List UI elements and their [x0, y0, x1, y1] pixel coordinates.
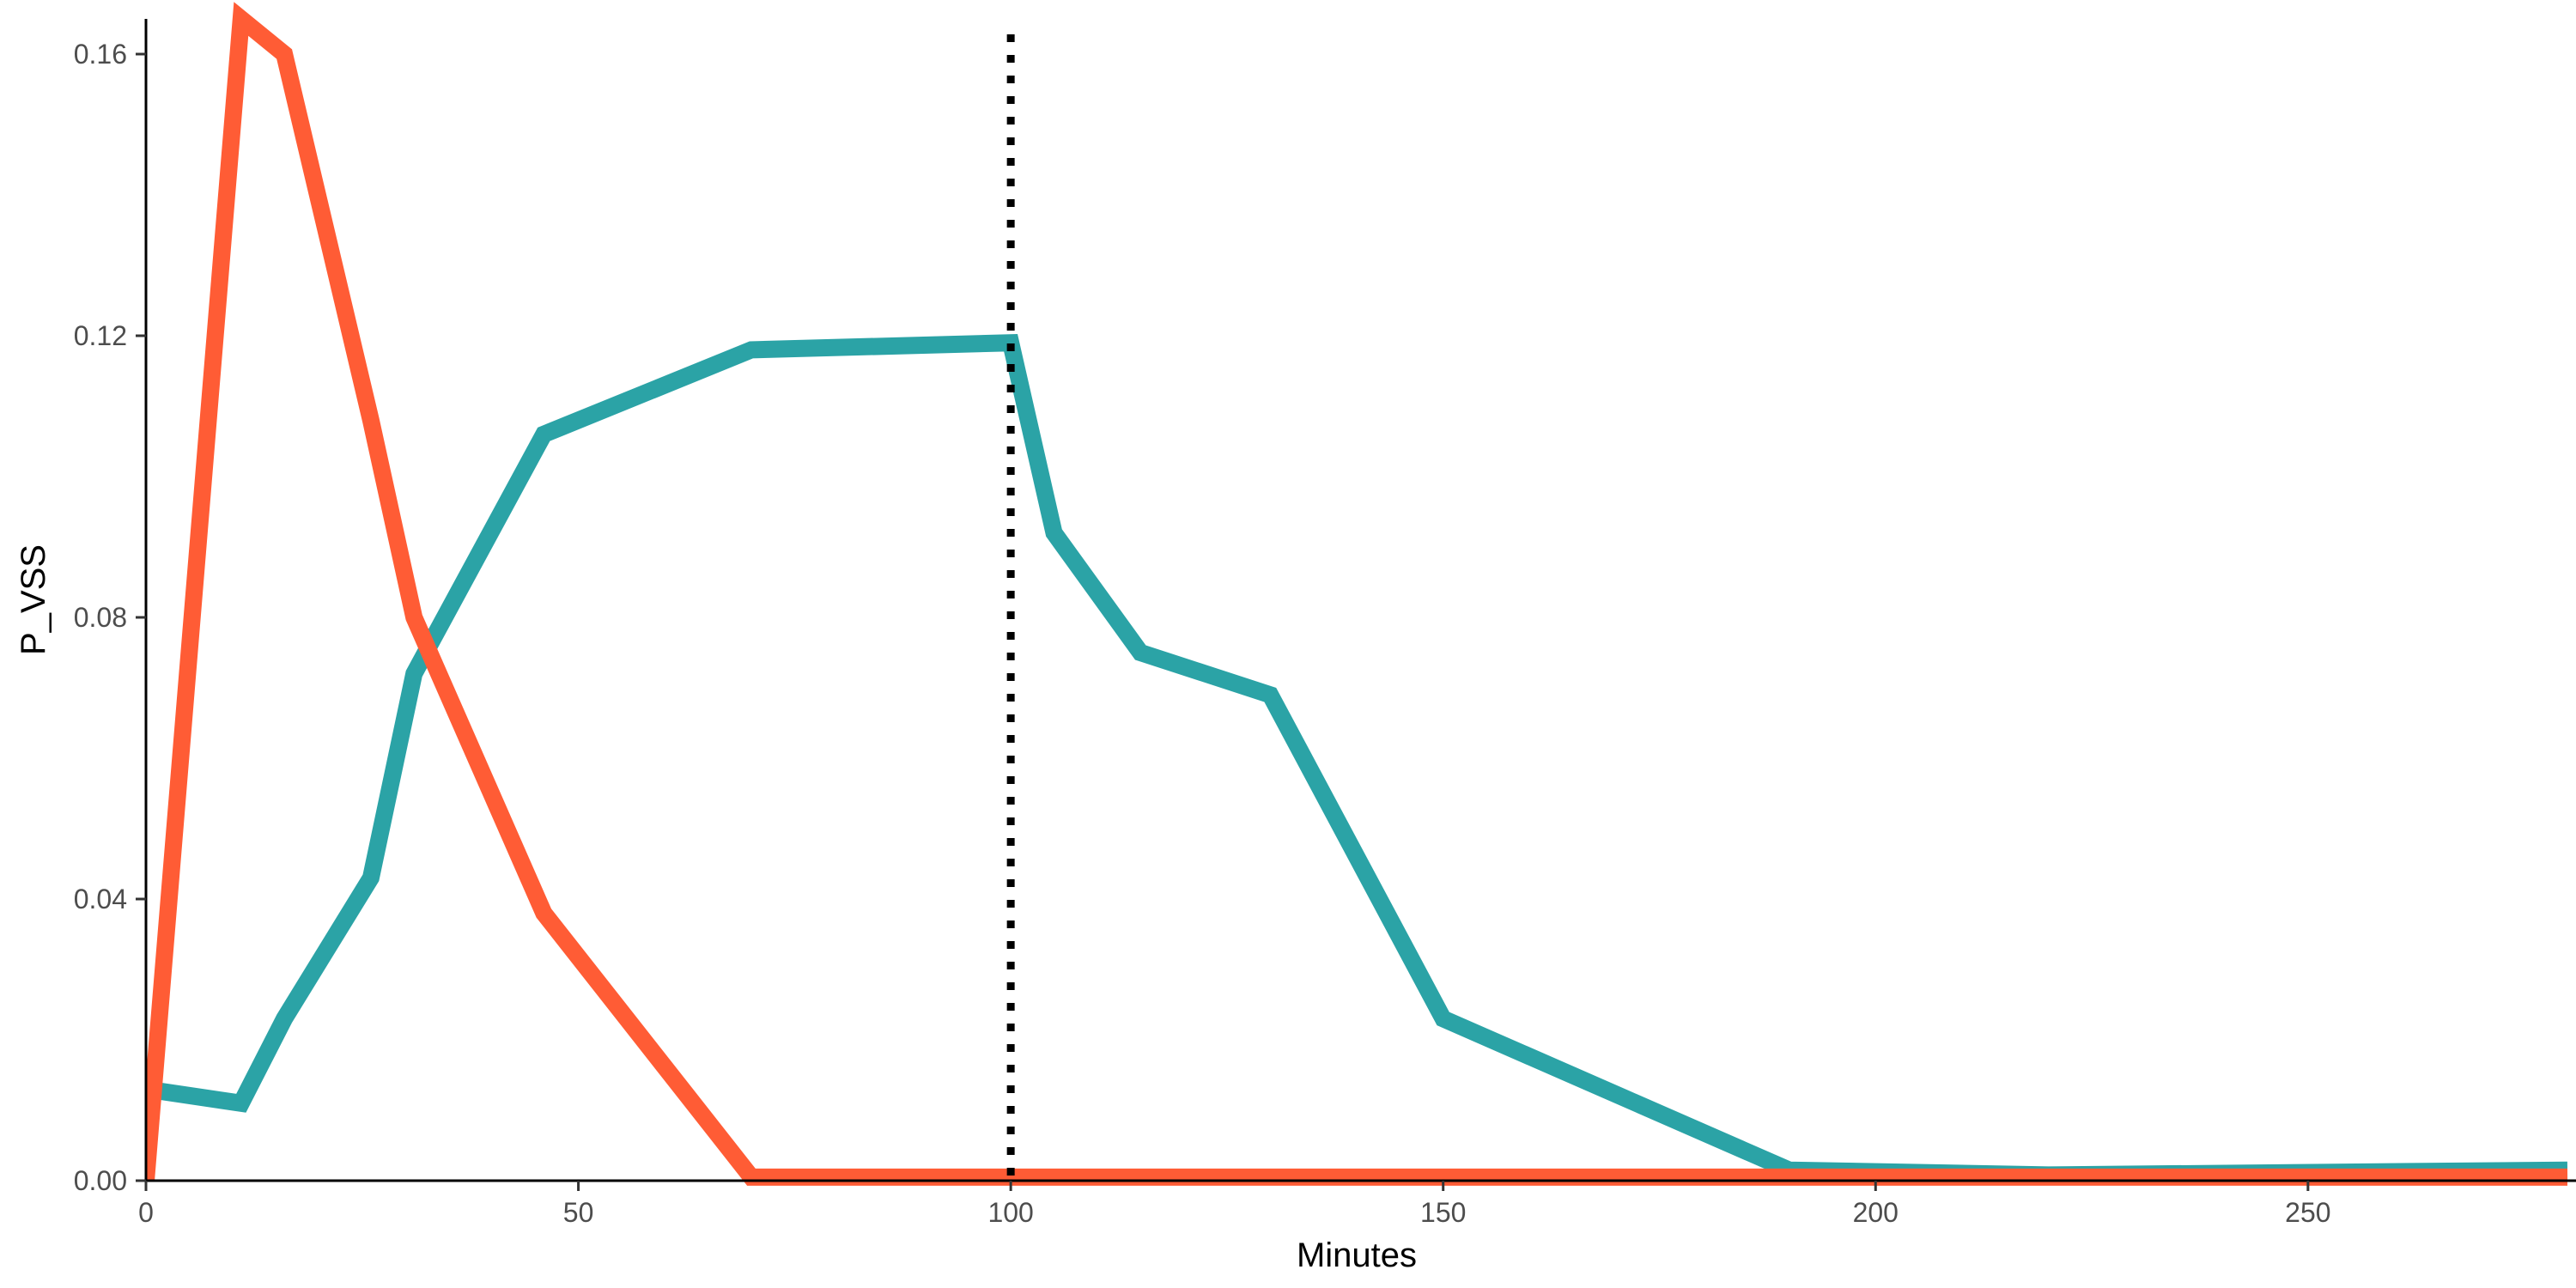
series-line-1	[146, 333, 2568, 1184]
y-tick-label: 0.12	[74, 320, 127, 351]
x-tick-label: 100	[987, 1197, 1033, 1228]
y-axis-ticks: 0.00 0.04 0.08 0.12 0.16	[74, 39, 146, 1196]
y-tick-label: 0.08	[74, 602, 127, 633]
x-tick-label: 200	[1853, 1197, 1899, 1228]
x-tick-label: 250	[2285, 1197, 2330, 1228]
x-tick-label: 50	[563, 1197, 594, 1228]
x-axis-title: Minutes	[1297, 1236, 1417, 1274]
series-layer	[146, 2, 2568, 1186]
x-axis-ticks: 0 50 100 150 200 250	[138, 1181, 2331, 1228]
y-tick-label: 0.16	[74, 39, 127, 70]
x-tick-label: 0	[138, 1197, 154, 1228]
y-tick-label: 0.04	[74, 884, 127, 914]
x-tick-label: 150	[1420, 1197, 1466, 1228]
series-line-2	[146, 2, 2567, 1186]
y-axis-title: P_VSS	[15, 544, 52, 655]
y-tick-label: 0.00	[74, 1165, 127, 1196]
